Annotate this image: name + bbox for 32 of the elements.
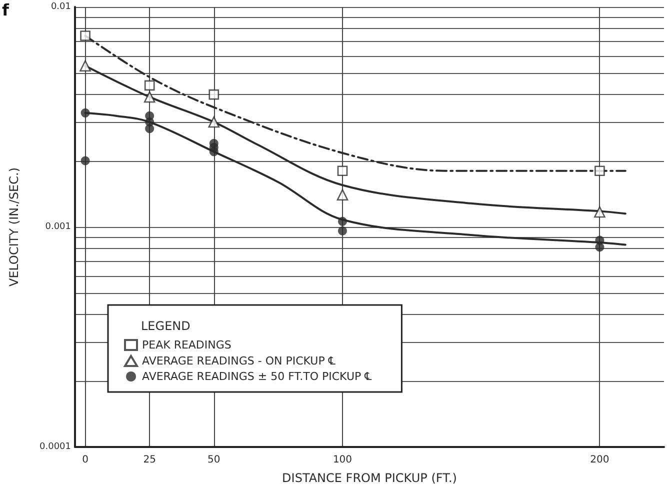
x-tick-label: 50 xyxy=(208,454,220,466)
point xyxy=(338,216,347,226)
legend-label: PEAK READINGS xyxy=(142,338,232,352)
point xyxy=(80,156,90,166)
point xyxy=(80,30,90,41)
y-tick-label: 0.001 xyxy=(45,222,71,232)
x-tick-label: 200 xyxy=(590,454,610,466)
point xyxy=(594,166,605,176)
point xyxy=(208,89,220,100)
x-axis-title: DISTANCE FROM PICKUP (FT.) xyxy=(282,471,457,485)
legend-label: AVERAGE READINGS ± 50 FT.TO PICKUP ℄ xyxy=(142,370,372,383)
x-tick-label: 100 xyxy=(332,454,352,466)
x-tick-label: 25 xyxy=(143,454,156,466)
x-tick-label: 0 xyxy=(82,454,88,466)
text: f xyxy=(2,0,10,20)
point xyxy=(594,206,606,218)
point xyxy=(337,166,348,176)
legend-label: AVERAGE READINGS - ON PICKUP ℄ xyxy=(142,354,336,368)
point xyxy=(338,226,347,236)
legend-title: LEGEND xyxy=(141,319,190,333)
point xyxy=(145,124,154,134)
y-axis-title: VELOCITY (IN./SEC.) xyxy=(7,167,21,287)
point xyxy=(80,60,91,72)
y-tick-label: 0.0001 xyxy=(40,442,71,452)
point xyxy=(80,108,90,118)
point xyxy=(595,242,604,252)
point xyxy=(336,189,348,200)
point xyxy=(144,91,156,103)
point xyxy=(208,116,220,128)
point xyxy=(209,147,218,156)
y-tick-label: 0.01 xyxy=(50,2,71,12)
point xyxy=(144,80,155,91)
